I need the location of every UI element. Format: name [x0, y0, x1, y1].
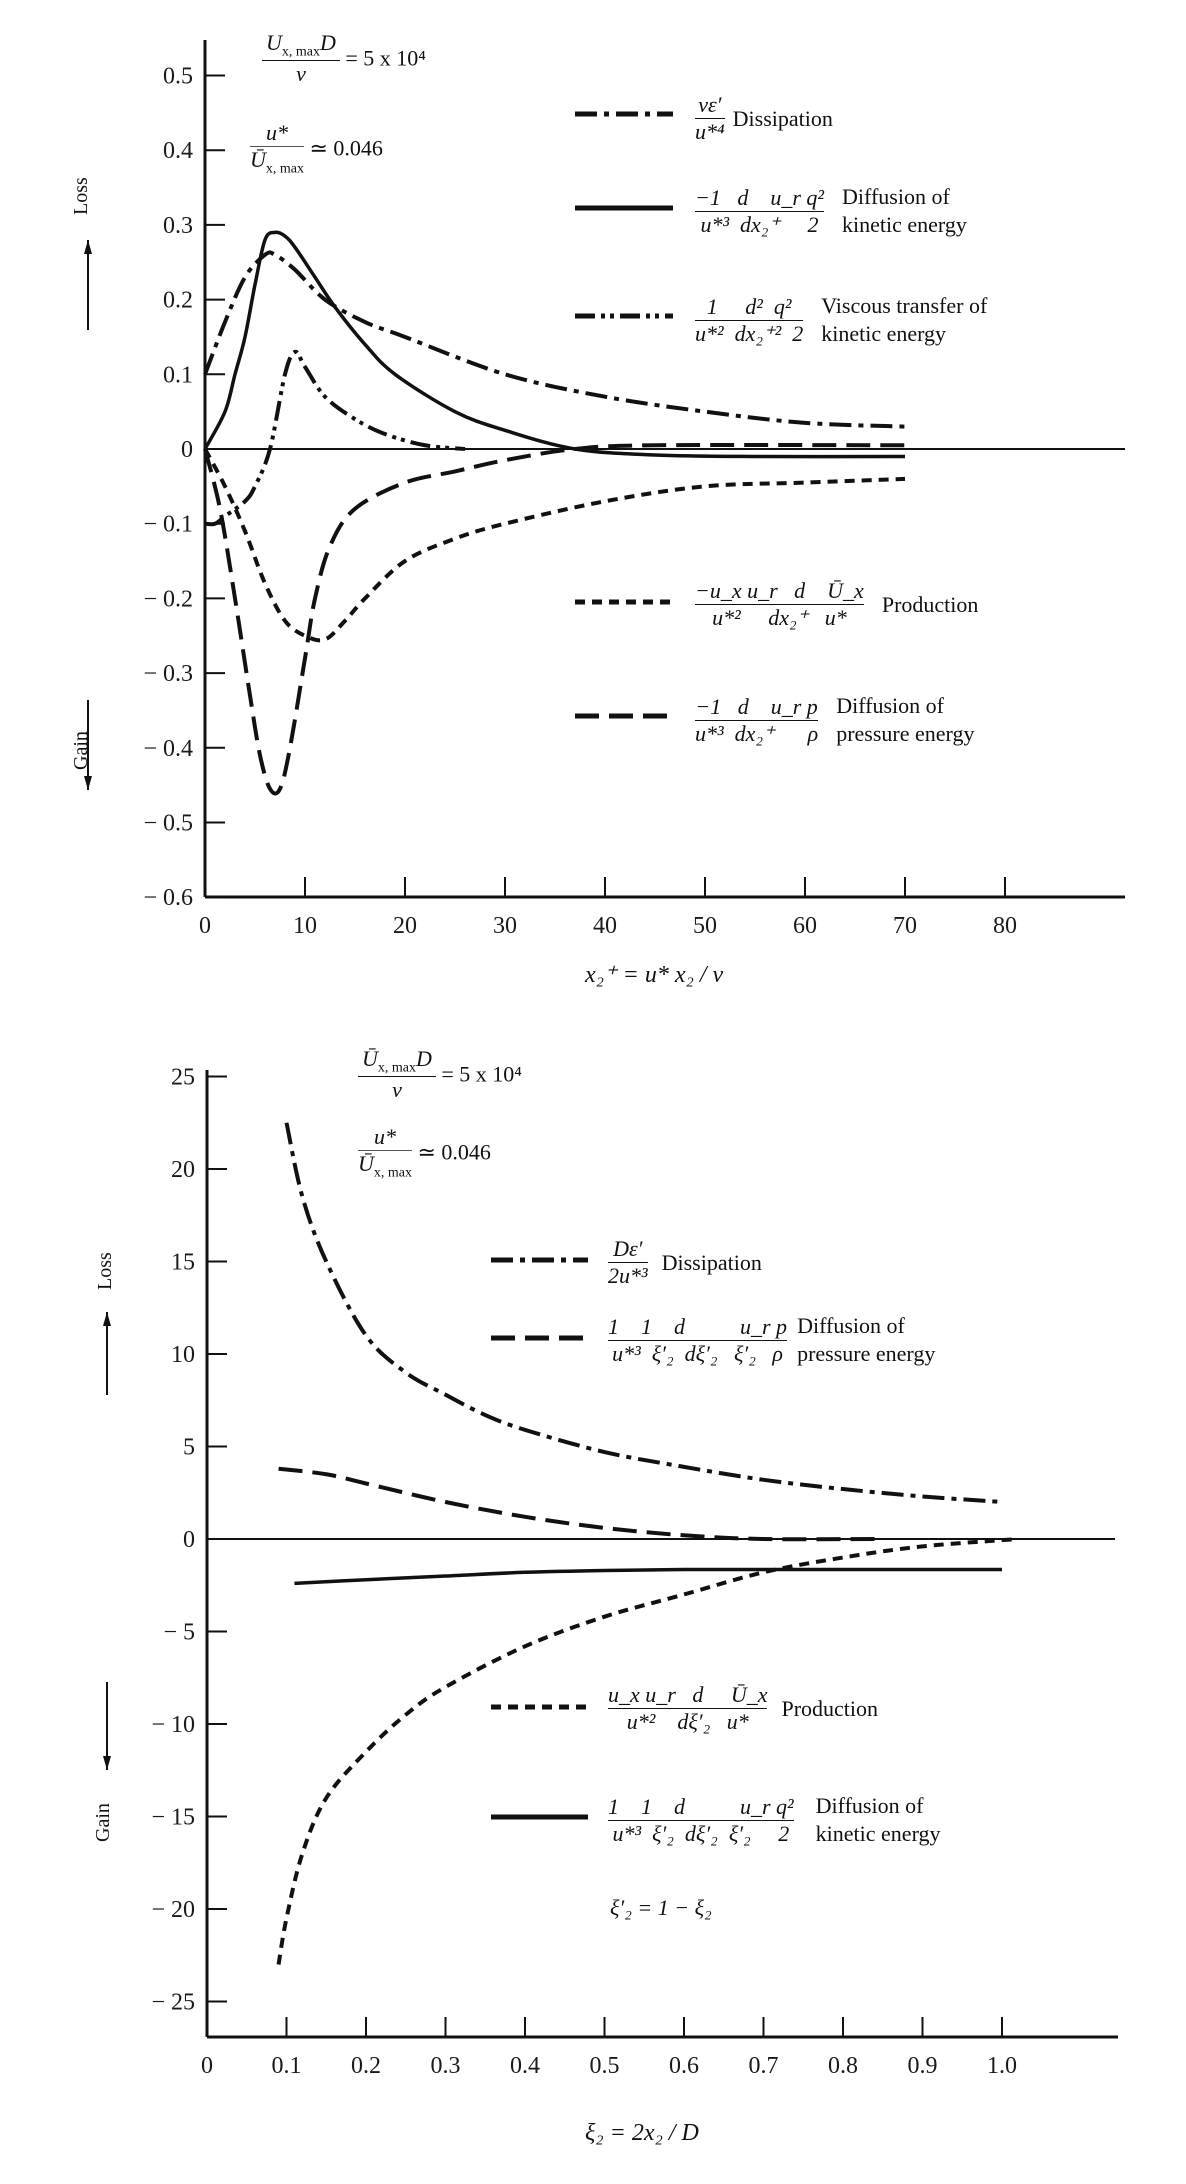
- series-dissipation: [203, 250, 906, 429]
- x-tick-label: 0.2: [351, 2053, 381, 2079]
- top-x-axis-label: x₂⁺ = u* x₂ / ν: [585, 962, 724, 988]
- bottom-loss-label: Loss: [94, 1252, 116, 1290]
- series-viscous-transfer-of-kinetic-energy: [204, 349, 466, 527]
- x-tick-label: 0.6: [669, 2053, 699, 2079]
- y-tick-label: − 0.5: [143, 811, 193, 837]
- x-tick-label: 1.0: [987, 2053, 1017, 2079]
- top-chart: 0.5 0.4 0.3 0.2 0.1 0 − 0.1 − 0.2 − 0.3 − 0.4 − 0.…: [84, 40, 1125, 939]
- y-tick-label: − 20: [151, 1897, 195, 1923]
- bottom-param-ratio: u* Ūx, max ≃ 0.046: [358, 1124, 491, 1181]
- legend-item-dissipation: Dε′ 2u*³ Dissipation: [608, 1236, 762, 1288]
- bottom-gain-label: Gain: [92, 1803, 114, 1842]
- legend-item-diffusion-pressure: 1 1 d u_r p u*³ ξ′₂ dξ′₂ ξ′₂ ρ Diffusion …: [608, 1313, 936, 1366]
- y-tick-label: 25: [171, 1065, 195, 1091]
- x-tick-label: 20: [393, 913, 417, 939]
- x-tick-label: 0.7: [749, 2053, 779, 2079]
- legend-item-diffusion-ke: −1 d u_r q² u*³ dx₂⁺ 2 Diffusion of kineti…: [695, 184, 967, 237]
- x-tick-label: 0.3: [431, 2053, 461, 2079]
- y-tick-label: − 15: [151, 1805, 195, 1831]
- y-tick-label: 0.4: [163, 138, 193, 164]
- top-param-re-value: = 5 x 10⁴: [345, 45, 426, 71]
- legend-item-production: u_x u_r d Ū_x u*² dξ′₂ u* Production: [608, 1682, 879, 1734]
- x-tick-label: 10: [293, 913, 317, 939]
- xi-note: ξ′₂ = 1 − ξ₂: [610, 1895, 712, 1920]
- top-param-ratio-value: ≃ 0.046: [309, 135, 383, 161]
- x-tick-label: 50: [693, 913, 717, 939]
- y-tick-label: 0.1: [163, 362, 193, 388]
- x-tick-label: 70: [893, 913, 917, 939]
- y-tick-label: − 10: [151, 1712, 195, 1738]
- y-tick-label: 0.3: [163, 213, 193, 239]
- legend-item-viscous-transfer: 1 d² q² u*² dx₂⁺² 2 Viscous transfer of ki…: [695, 293, 988, 346]
- y-tick-label: 20: [171, 1157, 195, 1183]
- top-param-re: Ux, maxD ν = 5 x 10⁴: [262, 30, 426, 87]
- series-diffusion-of-pressure-energy: [278, 1466, 883, 1542]
- top-param-ratio: u* Ūx, max ≃ 0.046: [250, 120, 383, 177]
- y-tick-label: − 0.2: [143, 586, 193, 612]
- top-gain-label: Gain: [70, 731, 92, 770]
- y-tick-label: − 25: [151, 1990, 195, 2016]
- y-tick-label: 0: [183, 1527, 195, 1553]
- y-tick-label: 10: [171, 1342, 195, 1368]
- x-tick-label: 0.5: [590, 2053, 620, 2079]
- bottom-x-axis-label: ξ₂ = 2x₂ / D: [585, 2120, 699, 2146]
- legend-item-production: −u_x u_r d Ū_x u*² dx₂⁺ u* Production: [695, 578, 979, 630]
- x-tick-label: 0: [199, 913, 211, 939]
- y-tick-label: 0.5: [163, 64, 193, 90]
- y-tick-label: − 0.3: [143, 661, 193, 687]
- series-production: [276, 1537, 1019, 1965]
- x-tick-label: 30: [493, 913, 517, 939]
- legend-item-dissipation: νε′ u*⁴ Dissipation: [695, 92, 833, 144]
- y-tick-label: 0.2: [163, 288, 193, 314]
- y-tick-label: − 0.4: [143, 736, 193, 762]
- bottom-chart: 25 20 15 10 5 0 − 5 − 10 − 15 − 20 − 25 0 0.1 0.2 0.3 0…: [103, 1065, 1118, 2079]
- top-loss-label: Loss: [70, 177, 92, 215]
- x-tick-label: 0.4: [510, 2053, 540, 2079]
- x-tick-label: 0: [201, 2053, 213, 2079]
- series-production: [203, 448, 906, 643]
- x-tick-label: 0.9: [908, 2053, 938, 2079]
- x-tick-label: 60: [793, 913, 817, 939]
- bottom-param-ratio-value: ≃ 0.046: [417, 1139, 491, 1165]
- bottom-param-re: Ūx, maxD ν = 5 x 10⁴: [358, 1046, 522, 1103]
- y-tick-label: 0: [181, 437, 193, 463]
- bottom-param-re-value: = 5 x 10⁴: [441, 1061, 522, 1087]
- y-tick-label: − 0.6: [143, 885, 193, 911]
- legend-label: Dissipation: [732, 105, 833, 131]
- series-diffusion-of-kinetic-energy: [203, 230, 906, 459]
- y-tick-label: − 5: [163, 1620, 195, 1646]
- x-tick-label: 0.1: [272, 2053, 302, 2079]
- x-tick-label: 40: [593, 913, 617, 939]
- x-tick-label: 0.8: [828, 2053, 858, 2079]
- x-tick-label: 80: [993, 913, 1017, 939]
- legend-item-diffusion-pressure: −1 d u_r p u*³ dx₂⁺ ρ Diffusion of pressur…: [695, 693, 975, 746]
- y-tick-label: 15: [171, 1250, 195, 1276]
- y-tick-label: 5: [183, 1435, 195, 1461]
- series-diffusion-of-kinetic-energy: [294, 1567, 1002, 1586]
- series-dissipation: [284, 1122, 1003, 1504]
- legend-item-diffusion-ke: 1 1 d u_r q² u*³ ξ′₂ dξ′₂ ξ′₂ 2 Diffusion…: [608, 1793, 941, 1846]
- y-tick-label: − 0.1: [143, 512, 193, 538]
